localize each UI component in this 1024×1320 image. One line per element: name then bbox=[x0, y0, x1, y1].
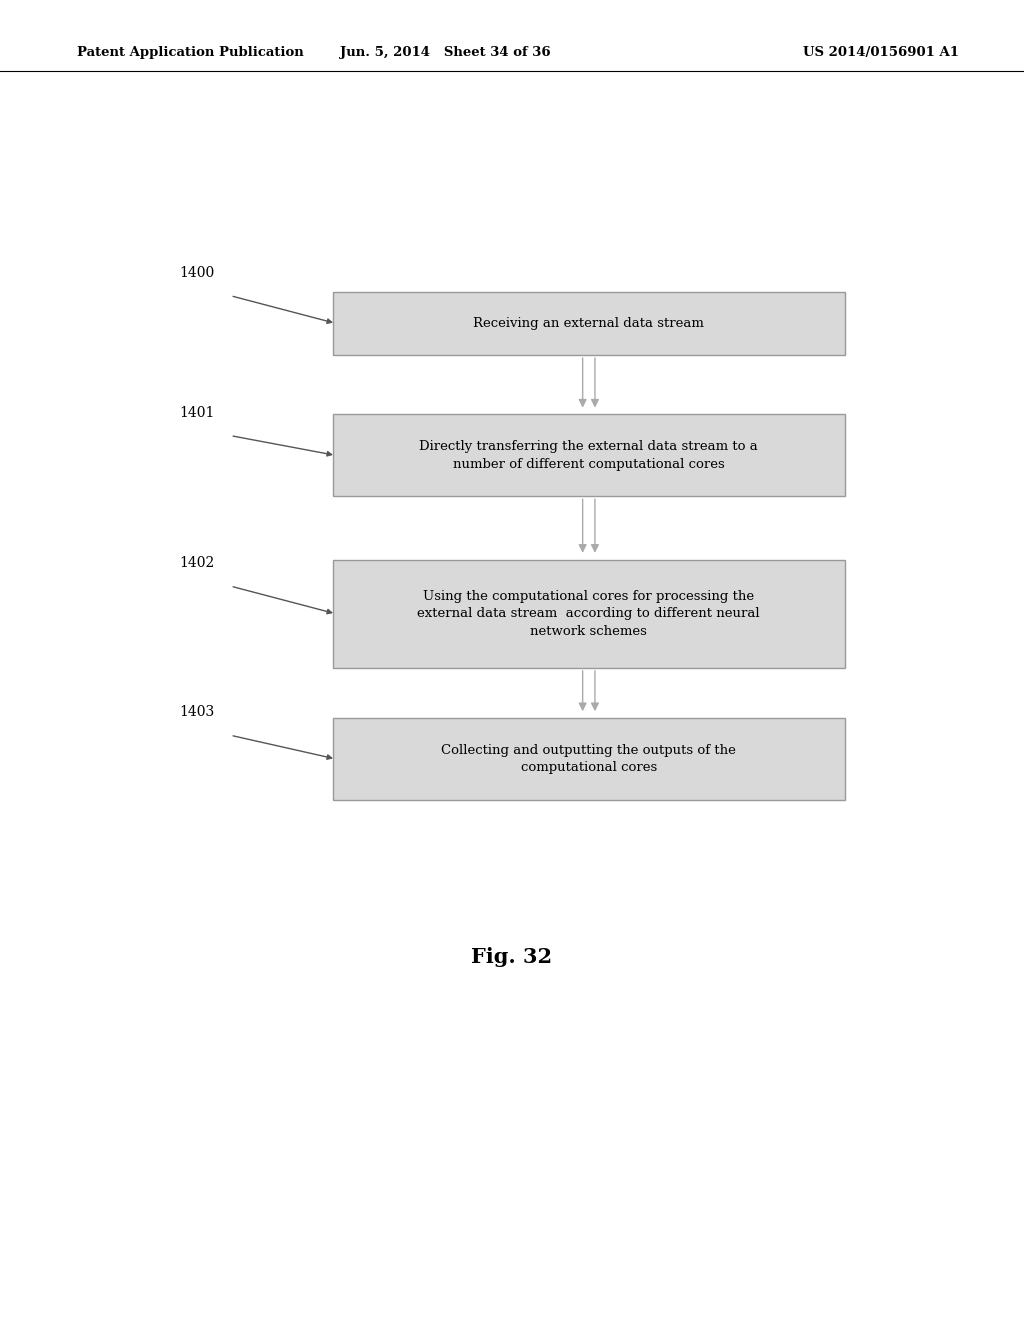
Text: Receiving an external data stream: Receiving an external data stream bbox=[473, 317, 705, 330]
Text: Jun. 5, 2014   Sheet 34 of 36: Jun. 5, 2014 Sheet 34 of 36 bbox=[340, 46, 551, 59]
Text: Patent Application Publication: Patent Application Publication bbox=[77, 46, 303, 59]
Text: Using the computational cores for processing the
external data stream  according: Using the computational cores for proces… bbox=[418, 590, 760, 638]
Text: 1400: 1400 bbox=[179, 265, 214, 280]
Text: Directly transferring the external data stream to a
number of different computat: Directly transferring the external data … bbox=[420, 440, 758, 471]
Text: US 2014/0156901 A1: US 2014/0156901 A1 bbox=[803, 46, 958, 59]
Text: Collecting and outputting the outputs of the
computational cores: Collecting and outputting the outputs of… bbox=[441, 743, 736, 775]
FancyBboxPatch shape bbox=[333, 292, 845, 355]
Text: 1401: 1401 bbox=[179, 405, 215, 420]
FancyBboxPatch shape bbox=[333, 718, 845, 800]
Text: Fig. 32: Fig. 32 bbox=[471, 946, 553, 968]
Text: 1403: 1403 bbox=[179, 705, 214, 719]
FancyBboxPatch shape bbox=[333, 414, 845, 496]
FancyBboxPatch shape bbox=[333, 560, 845, 668]
Text: 1402: 1402 bbox=[179, 556, 214, 570]
